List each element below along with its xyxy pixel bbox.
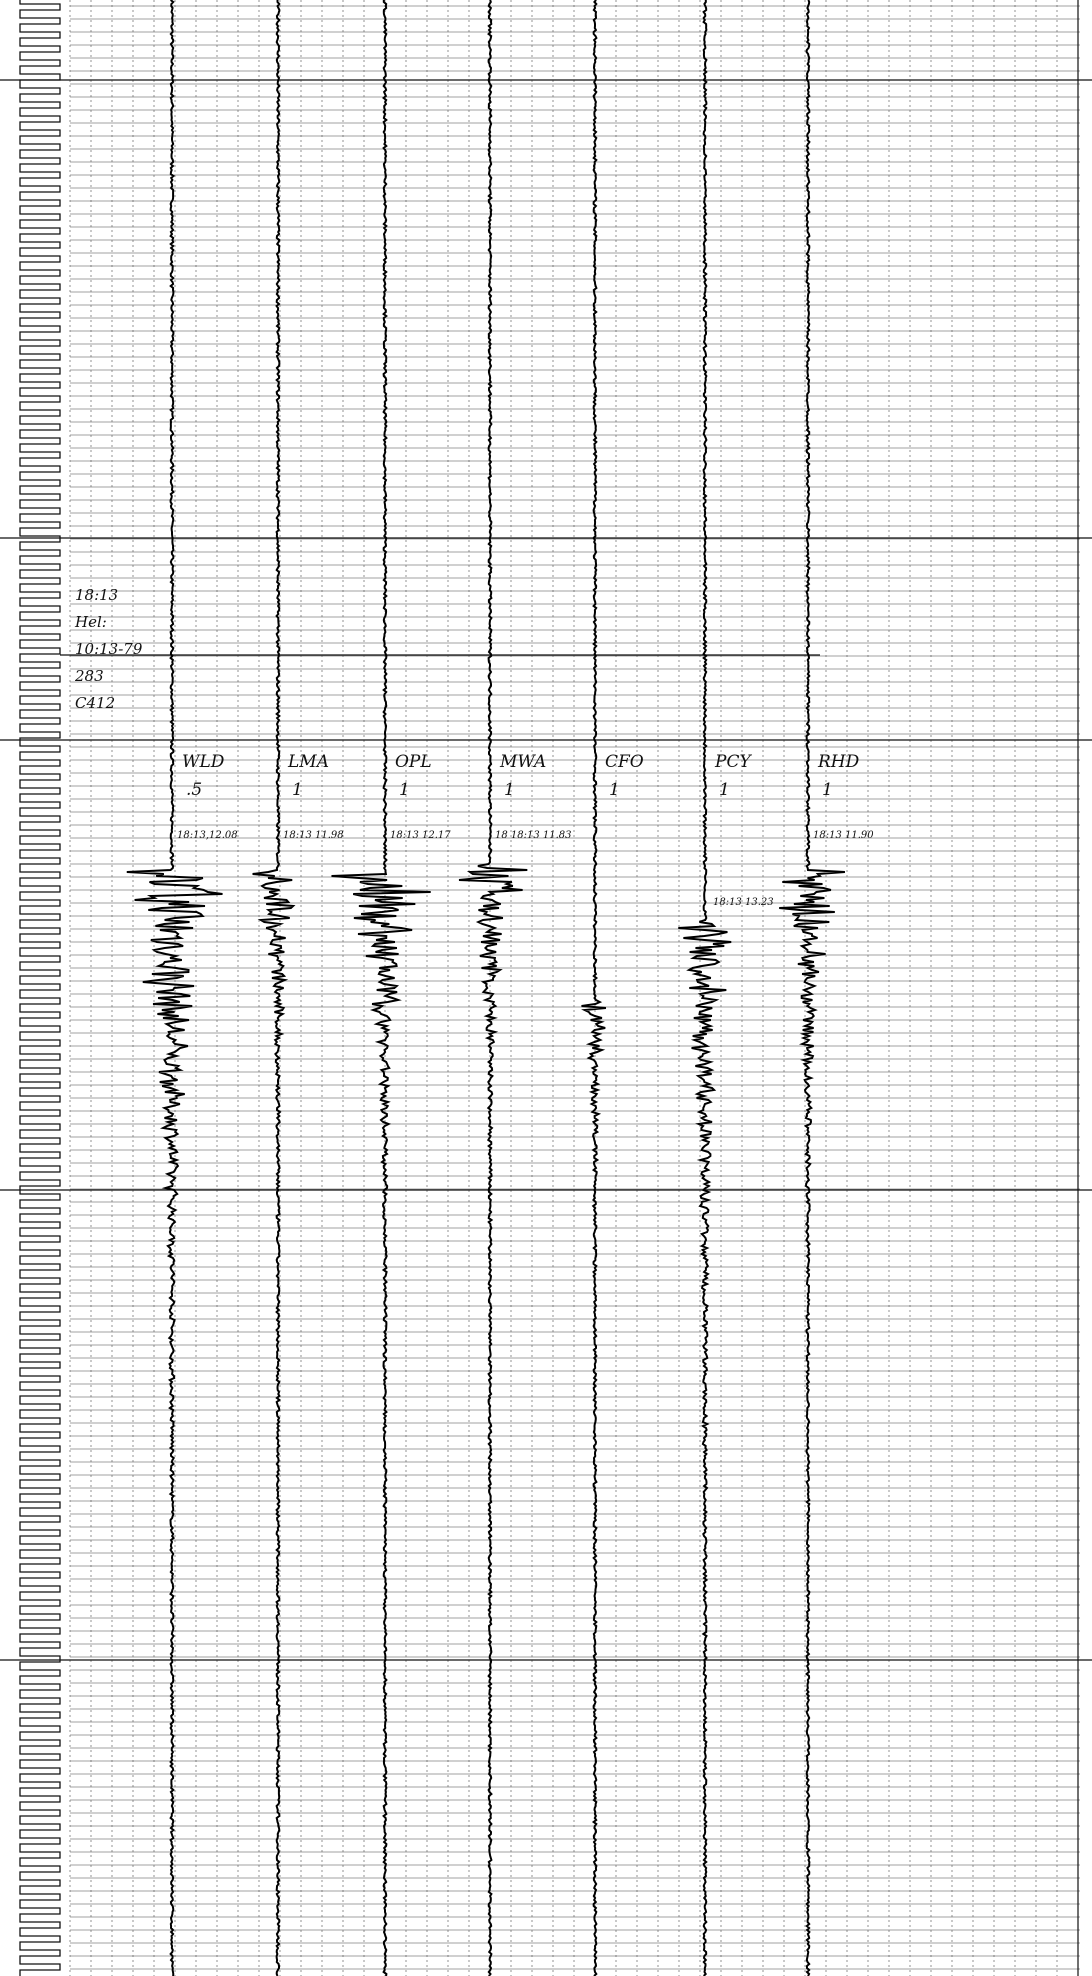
station-name: PCY: [714, 752, 752, 772]
station-gain: 1: [292, 780, 303, 800]
note-text: 10:13-79: [75, 640, 143, 658]
station-name: CFO: [605, 752, 644, 772]
station-gain: 1: [504, 780, 515, 800]
note-text: Hel:: [74, 613, 107, 631]
station-name: WLD: [182, 752, 225, 772]
station-name: OPL: [395, 752, 432, 772]
seismogram-sheet: 18:13 Hel: 10:13-79 283 C412 WLD .5 18:13,12.08…: [0, 0, 1092, 1976]
station-gain: 1: [609, 780, 620, 800]
station-name: LMA: [287, 752, 329, 772]
station-name: RHD: [817, 752, 860, 772]
paper: [0, 0, 1092, 1976]
pick-time: 18:13 12.17: [390, 830, 451, 841]
note-text: C412: [75, 694, 115, 712]
pick-time: 18:13,12.08: [177, 830, 238, 841]
station-gain: 1: [719, 780, 730, 800]
station-name: MWA: [499, 752, 546, 772]
pick-time: 18:13 13.23: [713, 897, 774, 908]
station-gain: 1: [399, 780, 410, 800]
pick-time: 18 18:13 11.83: [495, 830, 572, 841]
station-gain: .5: [186, 780, 202, 800]
pick-time: 18:13 11.90: [813, 830, 874, 841]
pick-time: 18:13 11.98: [283, 830, 344, 841]
note-text: 283: [74, 667, 104, 685]
station-gain: 1: [822, 780, 833, 800]
note-text: 18:13: [75, 586, 118, 604]
